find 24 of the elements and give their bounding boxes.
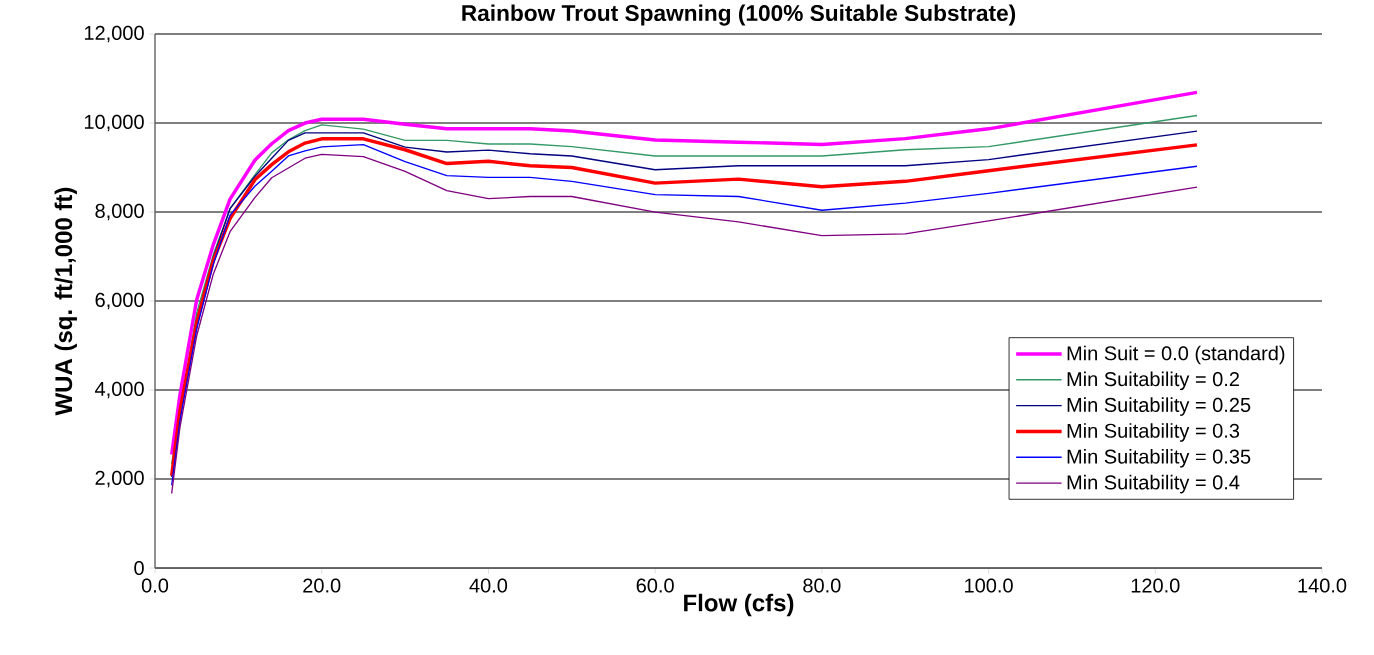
legend-label: Min Suitability = 0.3	[1067, 423, 1240, 442]
y-tick-label: 0	[134, 560, 144, 576]
chart-title: Rainbow Trout Spawning (100% Suitable Substrate)	[462, 4, 1016, 26]
y-tick-label: 6,000	[95, 292, 144, 310]
x-tick-label: 100.0	[965, 578, 1013, 593]
y-tick-label: 4,000	[95, 381, 144, 399]
legend-label: Min Suitability = 0.4	[1067, 474, 1240, 494]
legend-label: Min Suitability = 0.25	[1067, 397, 1251, 416]
x-axis-title: Flow (cfs)	[684, 593, 794, 617]
x-tick-label: 80.0	[803, 578, 841, 593]
y-tick-label: 2,000	[95, 470, 144, 488]
x-tick-label: 20.0	[303, 578, 341, 593]
y-axis-title: WUA (sq. ft/1,000 ft)	[54, 187, 77, 416]
legend-label: Min Suitability = 0.35	[1067, 448, 1251, 468]
x-tick-label: 40.0	[469, 578, 508, 593]
x-tick-label: 140.0	[1298, 578, 1347, 593]
x-tick-label: 0.0	[141, 578, 169, 593]
y-tick-label: 8,000	[95, 203, 144, 221]
legend-label: Min Suitability = 0.2	[1067, 371, 1239, 391]
y-tick-label: 12,000	[84, 25, 144, 43]
legend-label: Min Suit = 0.0 (standard)	[1067, 345, 1285, 365]
x-tick-label: 120.0	[1131, 578, 1180, 593]
y-tick-label: 10,000	[84, 114, 144, 132]
x-tick-label: 60.0	[636, 578, 674, 593]
